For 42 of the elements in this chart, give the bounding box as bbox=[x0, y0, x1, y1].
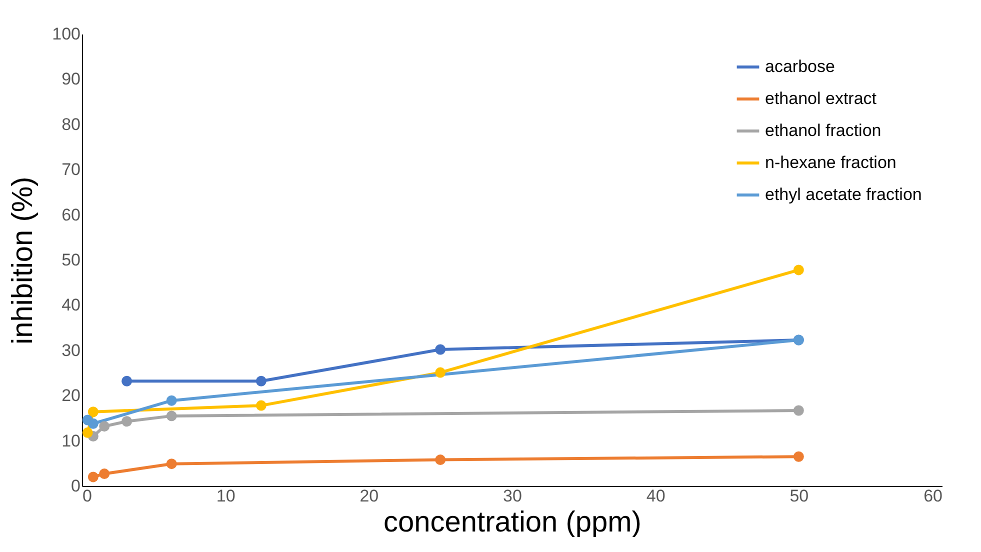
point bbox=[82, 427, 93, 438]
y-tick-label: 70 bbox=[62, 160, 80, 180]
x-tick-label: 0 bbox=[82, 486, 92, 506]
point bbox=[99, 421, 110, 432]
legend-label: ethanol extract bbox=[765, 89, 877, 108]
point bbox=[166, 410, 177, 422]
legend-label: ethanol fraction bbox=[765, 121, 882, 140]
y-tick-label: 100 bbox=[52, 24, 80, 44]
point bbox=[256, 376, 266, 386]
y-tick-label: 50 bbox=[62, 250, 80, 270]
y-tick-label: 60 bbox=[62, 205, 80, 224]
point bbox=[99, 468, 110, 480]
x-tick-label: 40 bbox=[646, 486, 666, 506]
point bbox=[88, 472, 98, 482]
x-tick-label: 20 bbox=[360, 486, 379, 506]
legend-label: ethyl acetate fraction bbox=[765, 185, 922, 204]
point bbox=[166, 395, 177, 406]
legend-label: acarbose bbox=[765, 57, 835, 76]
point bbox=[435, 367, 446, 378]
point bbox=[122, 416, 132, 427]
point bbox=[793, 451, 804, 462]
y-tick-label: 90 bbox=[62, 70, 80, 89]
y-tick-label: 40 bbox=[62, 296, 80, 315]
y-tick-label: 30 bbox=[62, 340, 80, 360]
point bbox=[88, 406, 98, 418]
x-tick-label: 30 bbox=[503, 486, 522, 506]
legend-label: n-hexane fraction bbox=[765, 153, 896, 172]
x-tick-label: 10 bbox=[216, 486, 236, 506]
point bbox=[166, 458, 177, 470]
point bbox=[88, 418, 98, 429]
point bbox=[122, 376, 132, 386]
x-tick-label: 60 bbox=[924, 486, 942, 506]
y-tick-label: 10 bbox=[62, 431, 80, 450]
x-tick-label: 50 bbox=[790, 486, 809, 506]
y-axis-title: inhibition (%) bbox=[7, 176, 40, 344]
point bbox=[793, 405, 804, 416]
y-tick-label: 20 bbox=[62, 386, 80, 406]
point bbox=[435, 344, 446, 355]
point bbox=[435, 454, 446, 466]
y-tick-label: 80 bbox=[62, 114, 80, 134]
point bbox=[793, 264, 804, 276]
point bbox=[256, 400, 266, 411]
